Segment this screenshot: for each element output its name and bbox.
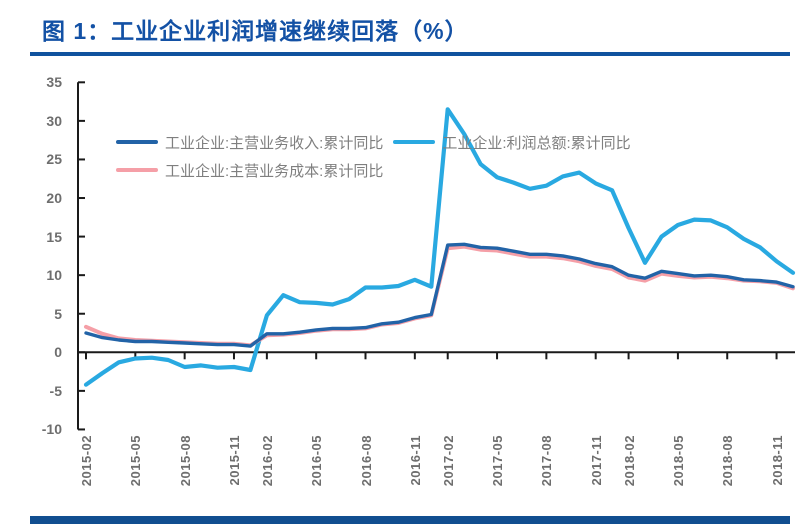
y-axis-tick-label: 10 bbox=[46, 267, 62, 284]
y-axis-tick-label: 15 bbox=[46, 228, 62, 245]
x-axis-tick-label: 2015-05 bbox=[128, 435, 144, 487]
chart-plot-area bbox=[77, 81, 796, 431]
series-line-1 bbox=[83, 107, 796, 387]
x-axis-tick-label: 2016-11 bbox=[407, 435, 423, 486]
legend-item-profit: 工业企业:利润总额:累计同比 bbox=[393, 132, 631, 152]
bottom-divider-bar bbox=[30, 516, 790, 524]
x-axis-tick-label: 2015-08 bbox=[177, 435, 193, 487]
figure-title: 图 1：工业企业利润增速继续回落（%） bbox=[42, 18, 469, 44]
series-line-0 bbox=[84, 242, 795, 348]
x-axis-tick-label: 2018-08 bbox=[720, 435, 736, 487]
x-axis-tick-label: 2018-11 bbox=[769, 435, 785, 486]
series-line-2 bbox=[84, 244, 795, 348]
line-chart: 35 30 25 20 15 10 5 0 -5 -10 2015-02 2015-05 2015-0… bbox=[0, 60, 802, 516]
chart-legend: 工业企业:主营业务收入:累计同比 工业企业:利润总额:累计同比 工业企业:主营业… bbox=[116, 132, 676, 188]
x-axis-tick-label: 2016-08 bbox=[358, 435, 374, 487]
x-axis-tick-label: 2017-11 bbox=[588, 435, 604, 486]
y-axis-tick-label: 20 bbox=[46, 190, 62, 207]
legend-item-cost: 工业企业:主营业务成本:累计同比 bbox=[116, 160, 383, 180]
y-axis-tick-label: 25 bbox=[46, 151, 62, 168]
y-axis-tick-label: -5 bbox=[49, 382, 62, 399]
x-axis-tick-label: 2016-05 bbox=[309, 435, 325, 487]
x-axis-tick-label: 2017-08 bbox=[539, 435, 555, 487]
y-axis-tick-label: -10 bbox=[41, 421, 62, 438]
cost-line-swatch bbox=[116, 168, 158, 172]
profit-line-swatch bbox=[393, 140, 436, 144]
y-axis-tick-label: 5 bbox=[54, 305, 62, 322]
x-axis-tick-label: 2018-02 bbox=[621, 435, 637, 487]
x-axis-tick-label: 2015-02 bbox=[79, 435, 94, 487]
y-axis-tick-label: 30 bbox=[46, 112, 62, 129]
legend-label-revenue: 工业企业:主营业务收入:累计同比 bbox=[165, 134, 384, 152]
x-axis-tick-label: 2017-05 bbox=[490, 435, 506, 487]
legend-label-profit: 工业企业:利润总额:累计同比 bbox=[442, 134, 631, 152]
y-axis-tick-label: 35 bbox=[46, 74, 62, 91]
x-axis-tick-label: 2015-11 bbox=[226, 435, 242, 486]
x-axis-tick-label: 2018-05 bbox=[670, 435, 686, 487]
y-axis-tick-label: 0 bbox=[54, 344, 62, 361]
revenue-line-swatch bbox=[116, 140, 158, 144]
legend-item-revenue: 工业企业:主营业务收入:累计同比 bbox=[116, 132, 383, 152]
legend-label-cost: 工业企业:主营业务成本:累计同比 bbox=[165, 162, 384, 180]
x-axis-tick-label: 2016-02 bbox=[259, 435, 275, 487]
x-axis-tick-label: 2017-02 bbox=[440, 435, 456, 487]
title-divider-rule bbox=[30, 52, 790, 56]
